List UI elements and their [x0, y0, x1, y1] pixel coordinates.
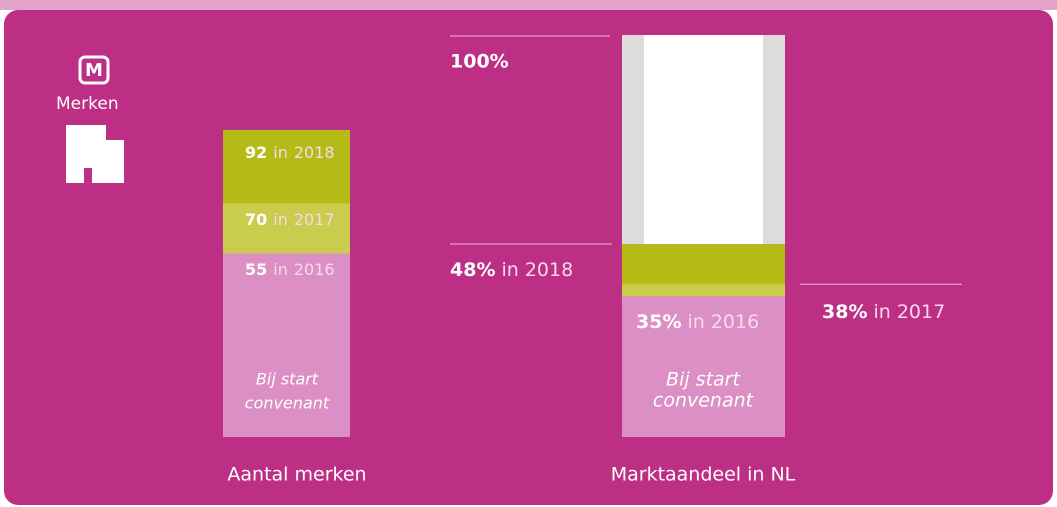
- value-label: 35% in 2016: [636, 311, 759, 333]
- building-door: [84, 168, 92, 183]
- icon-letter: M: [85, 60, 103, 81]
- value-label-year: 2017: [897, 301, 945, 323]
- value-label-joiner: in: [873, 301, 890, 323]
- value-label-number: 92: [245, 143, 267, 162]
- value-label-year: 2018: [294, 143, 335, 162]
- value-label-joiner: in: [501, 259, 518, 281]
- annotation: convenant: [653, 390, 755, 412]
- value-label-year: 2017: [294, 210, 335, 229]
- value-label: 70 in 2017: [245, 210, 335, 229]
- value-label: 55 in 2016: [245, 260, 335, 279]
- building-wing: [106, 140, 124, 183]
- icon: M Merken: [56, 55, 124, 183]
- value-label-number: 55: [245, 260, 267, 279]
- value-label-year: 2018: [525, 259, 573, 281]
- bar: [622, 296, 785, 437]
- value-label-year: 2016: [294, 260, 335, 279]
- value-label-number: 35%: [636, 311, 681, 333]
- value-label: 48% in 2018: [450, 259, 573, 281]
- panel: [4, 10, 1053, 505]
- value-label: 38% in 2017: [822, 301, 945, 323]
- bar: [223, 253, 350, 437]
- annotation: Bij start: [256, 370, 319, 389]
- value-label: 92 in 2018: [245, 143, 335, 162]
- annotation: convenant: [245, 394, 330, 413]
- icon-frame: [78, 55, 110, 85]
- value-label-year: 2016: [711, 311, 759, 333]
- top-strip: [0, 0, 1057, 10]
- value-label-joiner: in: [273, 260, 288, 279]
- value-label-number: 70: [245, 210, 267, 229]
- value-label-number: 48%: [450, 259, 495, 281]
- value-label-joiner: in: [273, 143, 288, 162]
- value-label-joiner: in: [273, 210, 288, 229]
- y-tick-label: 100%: [450, 51, 509, 73]
- x-axis-label: Marktaandeel in NL: [611, 464, 796, 486]
- value-label-joiner: in: [687, 311, 704, 333]
- annotation: Bij start: [666, 369, 741, 391]
- value-label-number: 38%: [822, 301, 867, 323]
- icon-label: Merken: [56, 94, 119, 114]
- x-axis-label: Aantal merken: [227, 464, 366, 486]
